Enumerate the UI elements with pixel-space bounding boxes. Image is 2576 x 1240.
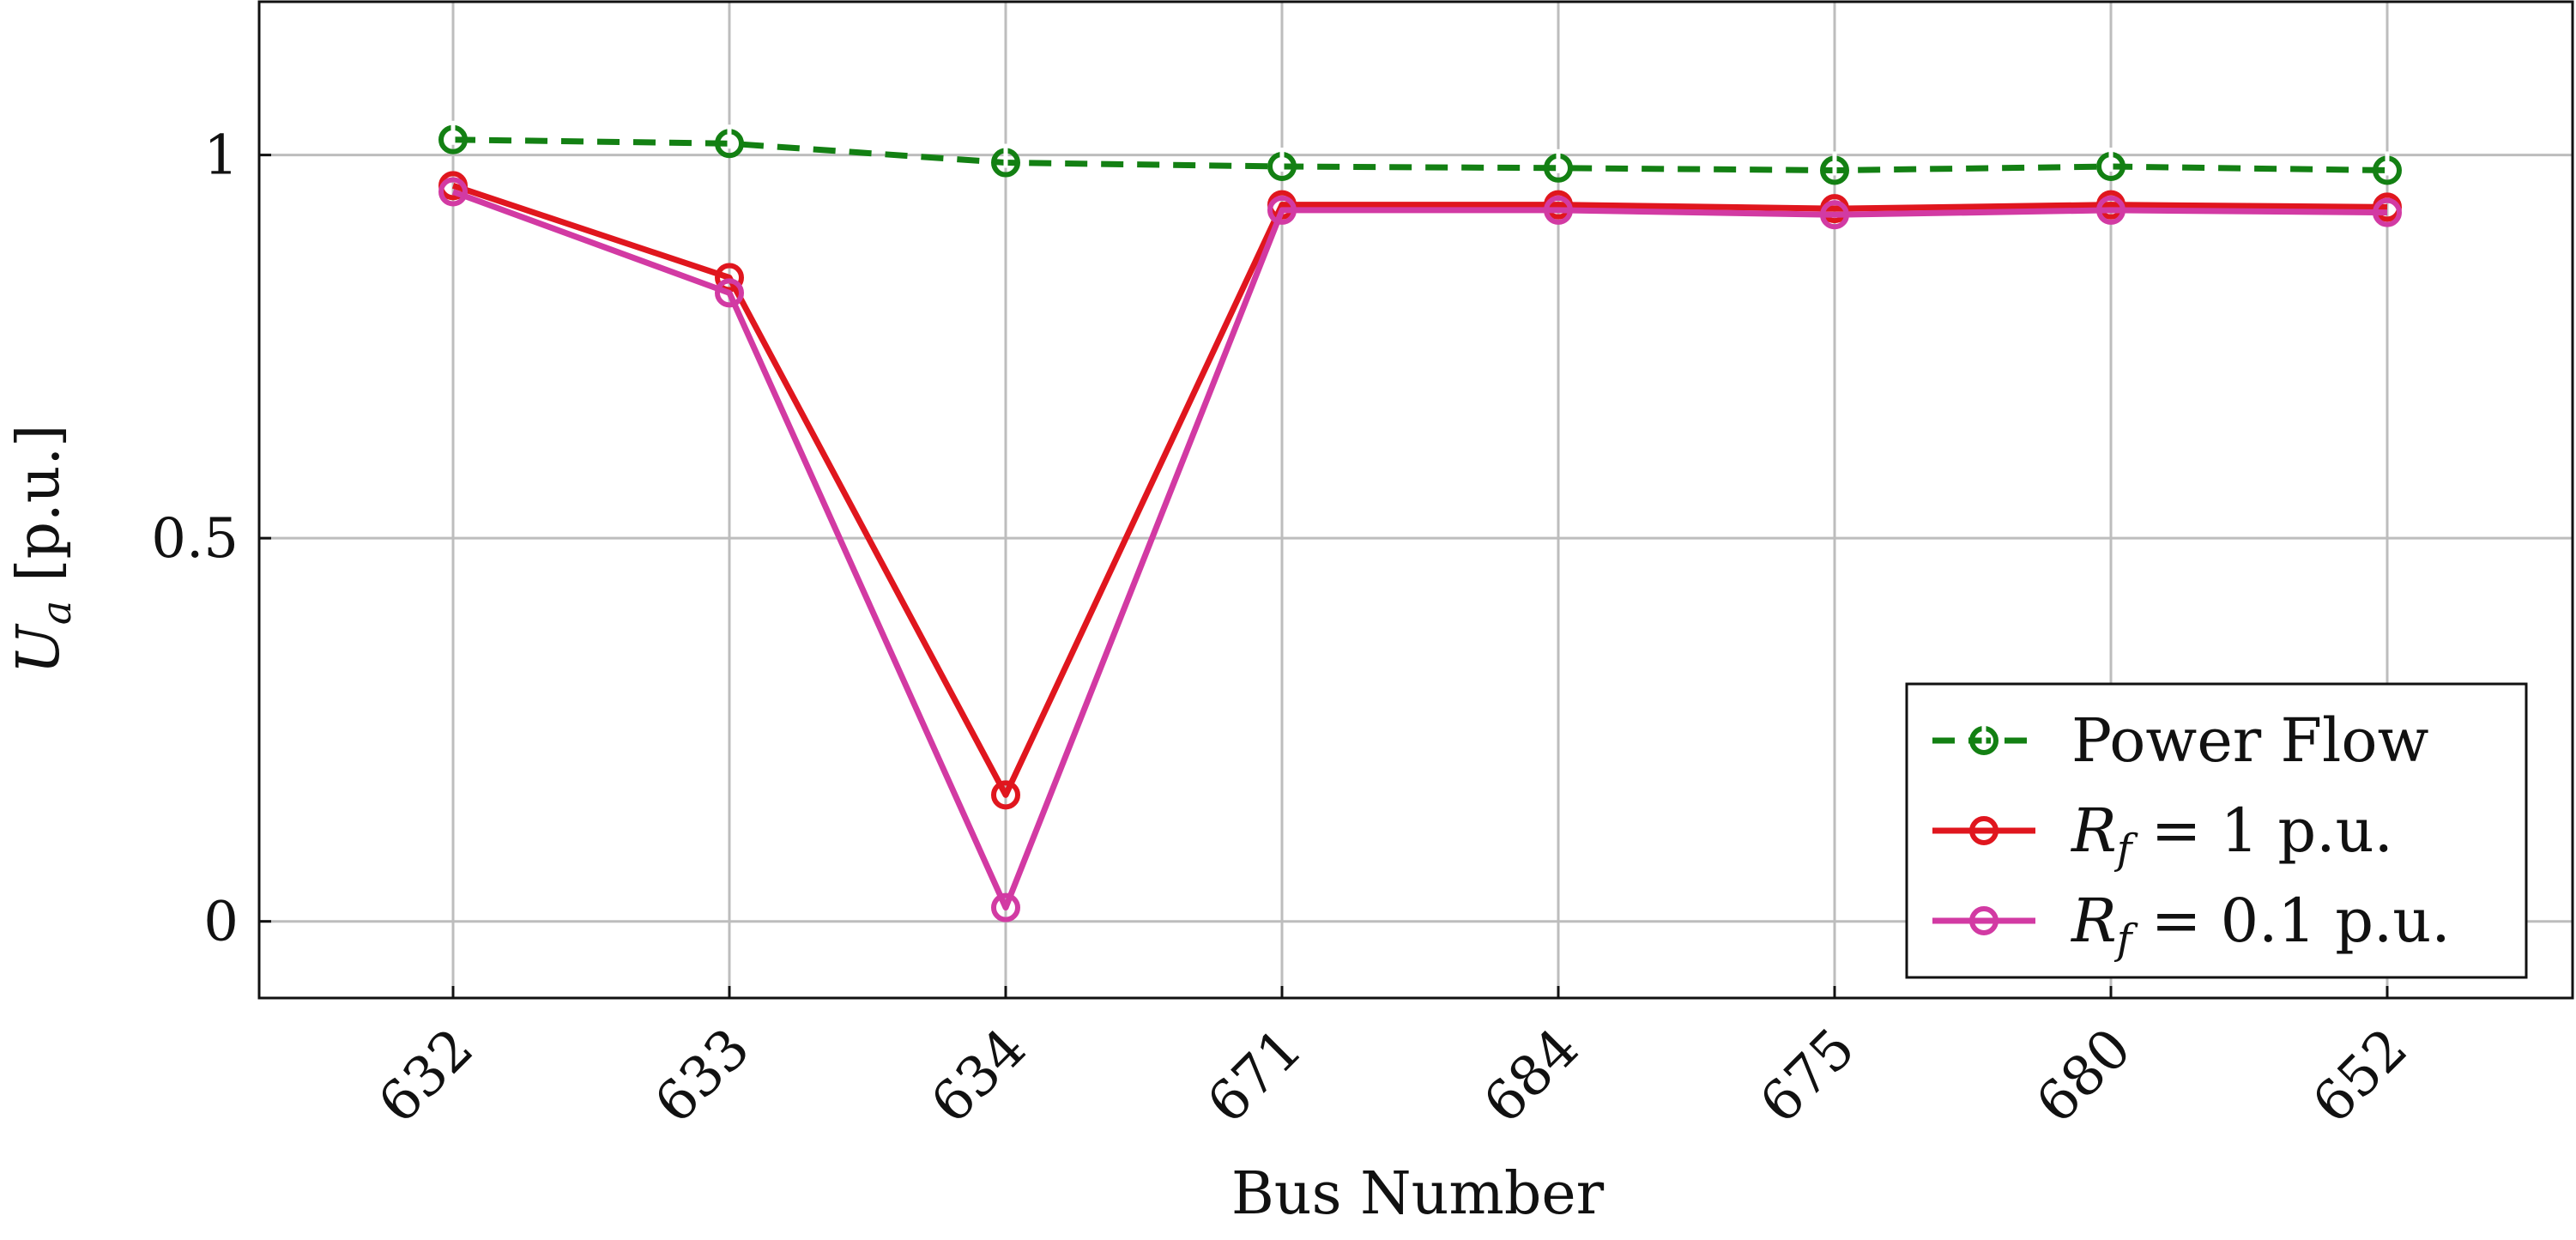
legend-item: Rf = 1 p.u. [1932, 795, 2393, 874]
data-point [1544, 195, 1573, 225]
data-point-marker [715, 278, 744, 308]
y-tick-label: 1 [203, 124, 239, 188]
x-tick-label: 680 [2024, 1017, 2144, 1136]
data-point [1969, 816, 1999, 845]
data-point-marker [438, 120, 468, 154]
data-point-marker [715, 124, 744, 159]
plot-area [257, 0, 2574, 1000]
y-axis-title-unit: [p.u.] [5, 424, 73, 600]
y-tick-label: 0 [203, 891, 239, 954]
data-point-marker [1820, 200, 1849, 230]
x-tick-label: 671 [1195, 1017, 1315, 1136]
data-point [715, 263, 744, 293]
data-point [2373, 197, 2402, 227]
data-point-marker [1969, 816, 1999, 845]
legend-label: Rf = 1 p.u. [2070, 795, 2393, 874]
data-point-marker [1969, 722, 1999, 755]
data-point [2096, 195, 2126, 225]
data-point [1820, 200, 1849, 230]
data-point [991, 892, 1020, 922]
data-point-marker [2373, 197, 2402, 227]
x-tick-label: 684 [1472, 1017, 1591, 1136]
series-0 [438, 120, 2402, 185]
y-axis: 00.51 [151, 124, 271, 954]
legend-item: Power Flow [1932, 705, 2428, 776]
legend-label: Power Flow [2071, 705, 2428, 776]
data-point-marker [1544, 195, 1573, 225]
data-point-marker [1267, 195, 1297, 225]
y-axis-title: Ua [p.u.] [5, 424, 81, 674]
x-tick-label: 675 [1748, 1017, 1867, 1136]
series-2 [438, 177, 2402, 922]
data-point-marker [2373, 151, 2402, 185]
data-point-marker [2096, 148, 2126, 182]
series-line [451, 183, 2388, 798]
x-axis: 632 633 634 671 684 675 680 652 [366, 986, 2420, 1136]
data-point-marker [438, 177, 468, 207]
series-line [451, 189, 2388, 911]
y-axis-title-symbol: U [5, 623, 73, 674]
legend: Power Flow Rf = 1 p.u. Rf = 0.1 p.u. [1905, 682, 2528, 979]
x-axis-title: Bus Number [1231, 1160, 1605, 1228]
data-point-marker [1267, 148, 1297, 182]
data-point [438, 177, 468, 207]
data-point-marker [991, 892, 1020, 922]
data-point [1267, 195, 1297, 225]
data-point-marker [715, 263, 744, 293]
legend-item: Rf = 0.1 p.u. [1932, 886, 2451, 964]
y-axis-title-subscript: a [33, 601, 81, 626]
y-tick-label: 0.5 [151, 507, 239, 571]
data-point-marker [1969, 906, 1999, 935]
legend-label: Rf = 0.1 p.u. [2070, 886, 2451, 964]
x-tick-label: 632 [366, 1017, 486, 1136]
x-tick-label: 633 [643, 1017, 762, 1136]
data-point-marker [2096, 195, 2126, 225]
data-point-marker [1544, 148, 1573, 183]
data-point [1969, 906, 1999, 935]
x-tick-label: 652 [2301, 1017, 2420, 1136]
x-tick-label: 634 [919, 1017, 1038, 1136]
series-layer [438, 120, 2402, 922]
data-point-marker [991, 780, 1020, 810]
data-point [991, 780, 1020, 810]
data-point-marker [1820, 151, 1849, 185]
data-point-marker [991, 143, 1020, 178]
data-point [715, 278, 744, 308]
